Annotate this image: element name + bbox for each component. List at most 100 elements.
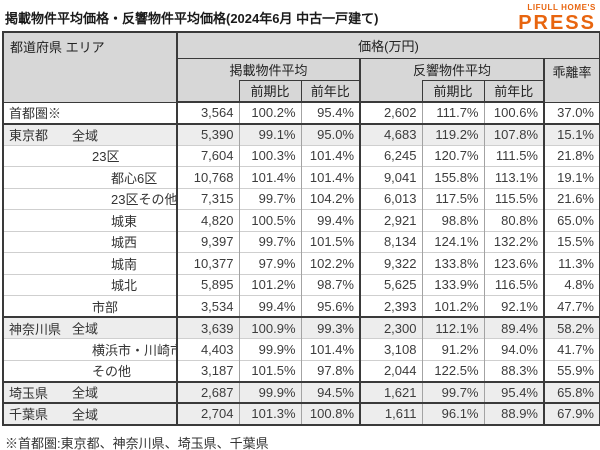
listed-yoy-header: 前年比 <box>300 79 361 103</box>
area-name: 首都圏※ <box>9 106 62 121</box>
value-cell: 88.3% <box>483 359 544 382</box>
value-cell: 101.4% <box>300 338 360 360</box>
value-cell: 101.3% <box>238 402 301 425</box>
value-cell: 37.0% <box>543 101 600 124</box>
value-cell: 101.4% <box>300 144 360 167</box>
value-cell: 133.8% <box>421 252 484 274</box>
value-cell: 6,245 <box>359 144 422 167</box>
value-cell: 155.8% <box>421 166 484 188</box>
area-label: 23区その他 <box>3 187 177 210</box>
value-cell: 117.5% <box>421 187 484 210</box>
value-cell: 15.1% <box>543 122 600 145</box>
value-cell: 101.5% <box>238 359 301 382</box>
value-cell: 4,820 <box>176 209 239 231</box>
table-row: 城北 5,895 101.2% 98.7% 5,625 133.9% 116.5… <box>3 273 600 296</box>
value-cell: 99.4% <box>238 295 301 317</box>
lifull-homes-press-logo: LIFULL HOME'S PRESS <box>518 4 596 34</box>
value-cell: 9,322 <box>359 252 422 274</box>
value-cell: 3,108 <box>359 338 422 360</box>
page-title: 掲載物件平均価格・反響物件平均価格(2024年6月 中古一戸建て) <box>5 11 379 26</box>
area-label: 東京都 全域 <box>3 122 177 145</box>
area-label: 城南 <box>3 252 177 274</box>
logo-line2: PRESS <box>518 12 596 34</box>
value-cell: 97.8% <box>300 359 360 382</box>
value-cell: 89.4% <box>483 316 544 339</box>
area-label: 横浜市・川崎市 <box>3 338 177 360</box>
value-cell: 99.9% <box>238 380 301 403</box>
value-cell: 116.5% <box>483 273 544 296</box>
value-cell: 1,621 <box>359 380 422 403</box>
table-header: 都道府県 エリア 価格(万円) 掲載物件平均 反響物件平均 乖離率 前期比 前年… <box>2 31 600 103</box>
value-cell: 95.6% <box>300 295 360 317</box>
table-row: 千葉県 全域 2,704 101.3% 100.8% 1,611 96.1% 88… <box>3 402 600 425</box>
value-cell: 65.0% <box>543 209 600 231</box>
area-name: 横浜市・川崎市 <box>92 342 177 358</box>
value-cell: 101.4% <box>300 166 360 188</box>
value-cell: 3,564 <box>176 101 239 124</box>
value-cell: 15.5% <box>543 230 600 253</box>
value-cell: 7,315 <box>176 187 239 210</box>
value-cell: 3,187 <box>176 359 239 382</box>
value-cell: 133.9% <box>421 273 484 296</box>
value-cell: 67.9% <box>543 402 600 425</box>
value-cell: 100.8% <box>300 402 360 425</box>
value-cell: 99.4% <box>300 209 360 231</box>
value-cell: 9,041 <box>359 166 422 188</box>
value-cell: 102.2% <box>300 252 360 274</box>
value-cell: 4.8% <box>543 273 600 296</box>
area-label: 都心6区 <box>3 166 177 188</box>
title-bar: 掲載物件平均価格・反響物件平均価格(2024年6月 中古一戸建て) LIFULL… <box>2 4 598 34</box>
price-header: 価格(万円) <box>176 31 600 59</box>
value-cell: 55.9% <box>543 359 600 382</box>
value-cell: 92.1% <box>483 295 544 317</box>
value-cell: 97.9% <box>238 252 301 274</box>
value-cell: 6,013 <box>359 187 422 210</box>
value-cell: 107.8% <box>483 122 544 145</box>
value-cell: 95.4% <box>483 380 544 403</box>
value-cell: 123.6% <box>483 252 544 274</box>
value-cell: 8,134 <box>359 230 422 253</box>
value-cell: 95.0% <box>300 122 360 145</box>
area-sublabel: 全域 <box>72 128 99 143</box>
value-cell: 58.2% <box>543 316 600 339</box>
table-row: 23区 7,604 100.3% 101.4% 6,245 120.7% 111… <box>3 144 600 167</box>
value-cell: 101.2% <box>238 273 301 296</box>
value-cell: 2,044 <box>359 359 422 382</box>
value-cell: 113.1% <box>483 166 544 188</box>
value-cell: 21.6% <box>543 187 600 210</box>
value-cell: 3,534 <box>176 295 239 317</box>
value-cell: 99.7% <box>238 187 301 210</box>
area-name: 埼玉県 <box>9 385 49 401</box>
listed-value-subheader <box>176 80 240 103</box>
value-cell: 7,604 <box>176 144 239 167</box>
table-row: 城南 10,377 97.9% 102.2% 9,322 133.8% 123.… <box>3 252 600 274</box>
table-row: 首都圏※ 3,564 100.2% 95.4% 2,602 111.7% 100… <box>3 101 600 124</box>
inquiry-group-header: 反響物件平均 <box>359 57 545 80</box>
table-row: 都心6区 10,768 101.4% 101.4% 9,041 155.8% 1… <box>3 166 600 188</box>
area-name: 市部 <box>92 299 119 315</box>
value-cell: 96.1% <box>421 402 484 425</box>
area-name: 城南 <box>111 256 138 272</box>
area-sublabel: 全域 <box>72 407 99 423</box>
area-label: その他 <box>3 359 177 382</box>
value-cell: 4,683 <box>359 122 422 145</box>
listed-group-header: 掲載物件平均 <box>176 57 361 80</box>
value-cell: 100.5% <box>238 209 301 231</box>
header-row-1: 都道府県 エリア 価格(万円) <box>2 31 600 103</box>
value-cell: 122.5% <box>421 359 484 382</box>
table-row: 神奈川県 全域 3,639 100.9% 99.3% 2,300 112.1% 8… <box>3 316 600 339</box>
area-name: 城北 <box>111 278 138 294</box>
value-cell: 2,704 <box>176 402 239 425</box>
area-name: 千葉県 <box>9 407 49 423</box>
area-label: 首都圏※ <box>3 101 177 124</box>
area-name: 城東 <box>111 213 138 229</box>
area-sublabel: 全域 <box>72 321 99 337</box>
value-cell: 10,768 <box>176 166 239 188</box>
inquiry-mom-header: 前期比 <box>421 79 485 103</box>
value-cell: 99.1% <box>238 122 301 145</box>
value-cell: 3,639 <box>176 316 239 339</box>
area-name: 神奈川県 <box>9 321 62 337</box>
price-table: 都道府県 エリア 価格(万円) 掲載物件平均 反響物件平均 乖離率 前期比 前年… <box>2 31 600 426</box>
area-name: 東京都 <box>9 128 49 143</box>
